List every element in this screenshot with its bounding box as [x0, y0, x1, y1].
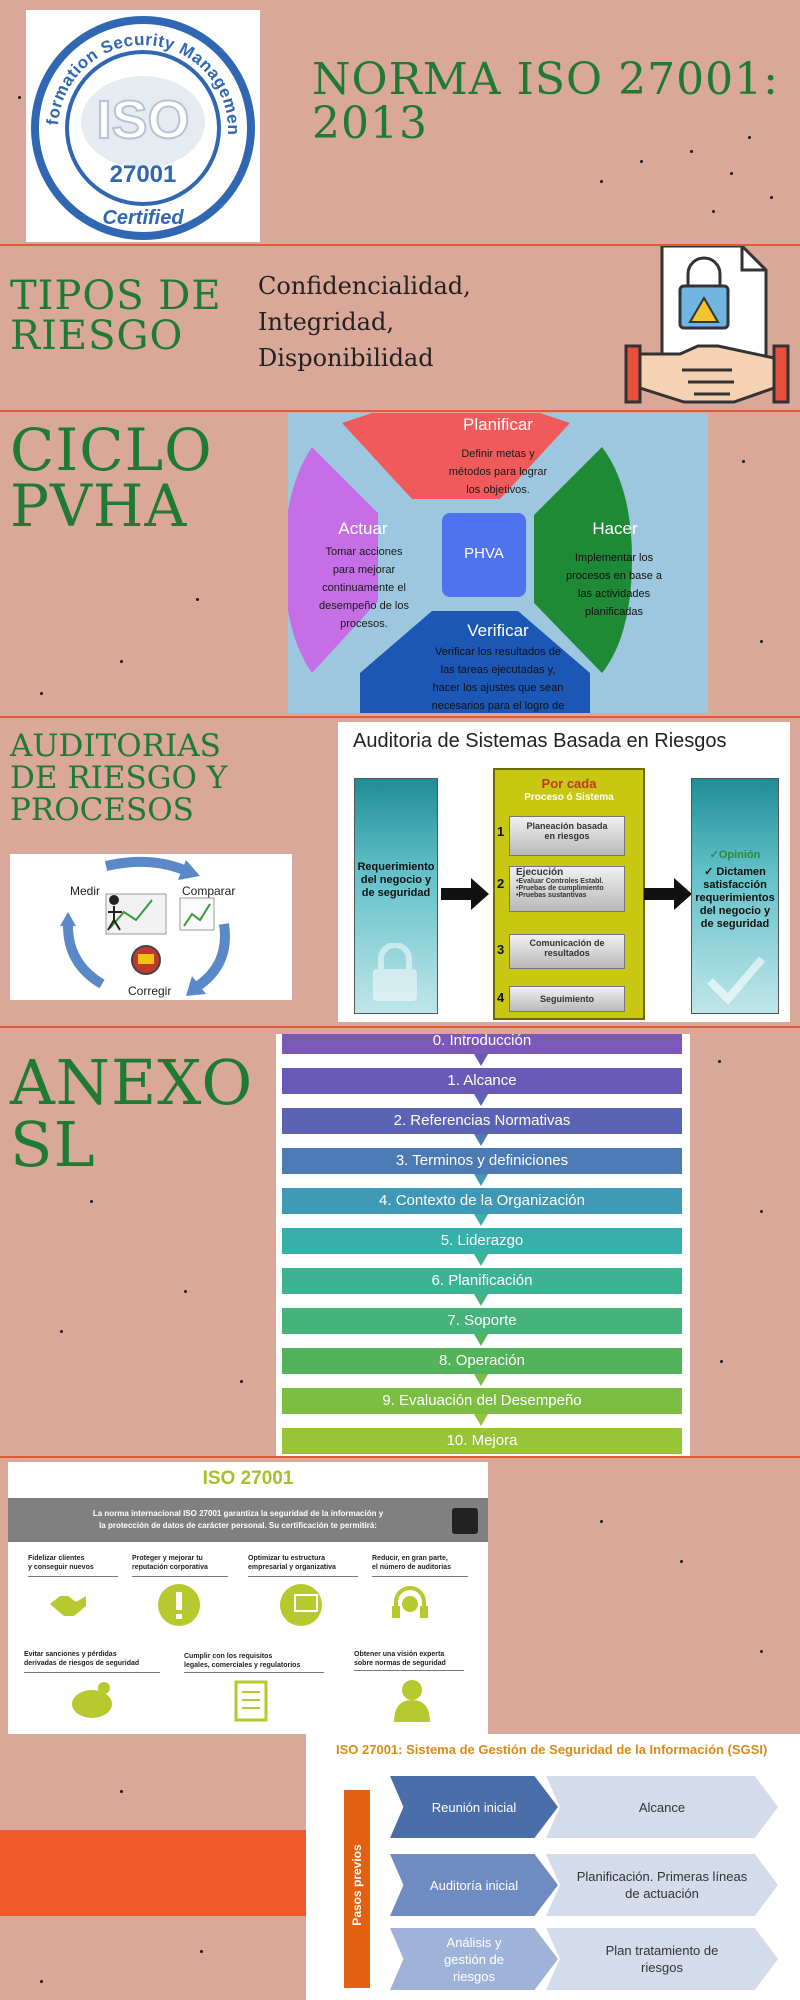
anexo-item: 6. Planificación: [282, 1268, 682, 1294]
planificar-desc: Definir metas y métodos para lograr los …: [448, 448, 548, 496]
divider: [0, 1456, 800, 1458]
benefit-text: Obtener una visión experta sobre normas d…: [354, 1651, 446, 1667]
handshake-icon: [50, 1596, 86, 1616]
actuar-desc: Tomar acciones para mejorar continuament…: [319, 546, 409, 630]
card-intro: La norma internacional ISO 27001 garanti…: [8, 1498, 488, 1542]
verificar-desc: Verificar los resultados de las tareas e…: [431, 646, 565, 712]
decorative-band: [0, 1830, 306, 1916]
divider: [0, 716, 800, 718]
pasos-previos-label: Pasos previos: [344, 1790, 370, 1988]
planificar-shape: [342, 413, 570, 499]
anexo-item: 9. Evaluación del Desempeño: [282, 1388, 682, 1414]
logo-code-text: 27001: [110, 161, 177, 188]
arrow-right-icon: [441, 878, 489, 910]
anexo-item: 10. Mejora: [282, 1428, 682, 1454]
benefit-text: Reducir, en gran parte, el número de audi…: [372, 1555, 451, 1571]
divider: [0, 1026, 800, 1028]
down-arrow-icon: [474, 1414, 488, 1426]
business-requirement-box: Requerimiento del negocio y de seguridad: [354, 778, 438, 1014]
anexo-item: 1. Alcance: [282, 1068, 682, 1094]
down-arrow-icon: [474, 1294, 488, 1306]
risk-audit-panel: Auditoria de Sistemas Basada en Riesgos …: [338, 722, 790, 1022]
down-arrow-icon: [474, 1094, 488, 1106]
down-arrow-icon: [474, 1374, 488, 1386]
medir-label: Medir: [70, 884, 101, 898]
anexo-item: 3. Terminos y definiciones: [282, 1148, 682, 1174]
hacer-title: Hacer: [592, 519, 638, 538]
anexo-item: 0. Introducción: [282, 1034, 682, 1054]
verificar-title: Verificar: [467, 621, 529, 640]
anexo-item: 4. Contexto de la Organización: [282, 1188, 682, 1214]
sgsi-step-left: Auditoría inicial: [390, 1854, 558, 1916]
anexo-sl-list: 0. Introducción 1. Alcance 2. Referencia…: [276, 1034, 690, 1456]
iso-benefits-card: ISO 27001 La norma internacional ISO 270…: [8, 1462, 488, 1734]
sgsi-step-left: Análisis y gestión de riesgos: [390, 1928, 558, 1990]
sgsi-step-left: Reunión inicial: [390, 1776, 558, 1838]
divider: [0, 410, 800, 412]
logo-iso-text: ISO: [96, 90, 189, 150]
sgsi-step-right: Alcance: [546, 1776, 778, 1838]
benefit-text: Evitar sanciones y pérdidas derivadas de …: [24, 1651, 140, 1667]
anexo-item: 8. Operación: [282, 1348, 682, 1374]
sgsi-step-right: Planificación. Primeras líneas de actuac…: [546, 1854, 778, 1916]
card-title: ISO 27001: [202, 1468, 294, 1489]
down-arrow-icon: [474, 1254, 488, 1266]
risk-heading: TIPOS DE RIESGO: [10, 273, 222, 359]
benefit-text: Fidelizar clientes y conseguir nuevos: [28, 1555, 94, 1571]
phva-cycle-diagram: Planificar Definir metas y métodos para …: [288, 413, 708, 713]
opinion-box: ✓Opinión ✓ Dictamen satisfacción requeri…: [691, 778, 779, 1014]
corregir-label: Corregir: [128, 984, 172, 998]
user-icon: [394, 1680, 430, 1722]
risk-types-text: Confidencialidad, Integridad, Disponibil…: [258, 272, 471, 372]
down-arrow-icon: [474, 1174, 488, 1186]
hacer-shape: [534, 447, 632, 673]
hacer-desc: Implementar los procesos en base a las a…: [565, 552, 662, 618]
document-icon: [234, 1680, 268, 1722]
audit-panel-title: Auditoria de Sistemas Basada en Riesgos: [353, 730, 727, 752]
anexo-item: 2. Referencias Normativas: [282, 1108, 682, 1134]
anexo-heading: ANEXO SL: [10, 1046, 254, 1181]
lock-icon: [373, 943, 417, 1001]
process-column: Por cada Proceso ó Sistema 1 Planeación …: [493, 768, 645, 1020]
step-followup: Seguimiento: [509, 986, 625, 1012]
cycle-heading: CICLO PVHA: [10, 416, 213, 540]
step-planning: Planeación basada en riesgos: [509, 816, 625, 856]
benefit-text: Optimizar tu estructura empresarial y org…: [248, 1555, 336, 1571]
anexo-item: 5. Liderazgo: [282, 1228, 682, 1254]
comparar-label: Comparar: [182, 884, 236, 898]
piggy-bank-icon: [72, 1682, 112, 1718]
down-arrow-icon: [474, 1334, 488, 1346]
actuar-shape: [288, 447, 378, 673]
brand-logo-icon: [452, 1508, 478, 1534]
divider: [0, 244, 800, 246]
sgsi-steps-panel: ISO 27001: Sistema de Gestión de Segurid…: [306, 1734, 800, 2000]
check-icon: [707, 956, 766, 1005]
headset-icon: [392, 1586, 428, 1618]
actuar-title: Actuar: [338, 519, 388, 538]
down-arrow-icon: [474, 1134, 488, 1146]
iso-27001-logo: Information Security Management ISO 2700…: [21, 0, 260, 242]
planificar-title: Planificar: [463, 415, 533, 434]
measure-compare-correct-diagram: Medir Comparar Corregir: [10, 854, 292, 1000]
down-arrow-icon: [474, 1214, 488, 1226]
arrow-right-icon: [644, 878, 692, 910]
anexo-item: 7. Soporte: [282, 1308, 682, 1334]
step-execution: Ejecución •Evaluar Controles Establ. •Pr…: [509, 866, 625, 912]
benefit-text: Cumplir con los requisitos legales, comer…: [184, 1653, 301, 1669]
step-communication: Comunicación de resultados: [509, 934, 625, 969]
sgsi-step-right: Plan tratamiento de riesgos: [546, 1928, 778, 1990]
verificar-shape: [360, 611, 590, 713]
page-title: NORMA ISO 27001: 2013: [312, 54, 779, 149]
logo-certified-text: Certified: [102, 207, 184, 229]
security-handshake-icon: [622, 244, 792, 408]
down-arrow-icon: [474, 1054, 488, 1066]
alert-icon: [158, 1584, 200, 1626]
audit-heading: AUDITORIAS DE RIESGO Y PROCESOS: [10, 728, 228, 828]
sgsi-title: ISO 27001: Sistema de Gestión de Segurid…: [336, 1742, 768, 1757]
phva-center-shape: [442, 513, 526, 597]
presenter-icon: [280, 1584, 322, 1626]
phva-center-label: PHVA: [464, 545, 504, 562]
benefit-text: Proteger y mejorar tu reputación corporat…: [132, 1555, 208, 1571]
